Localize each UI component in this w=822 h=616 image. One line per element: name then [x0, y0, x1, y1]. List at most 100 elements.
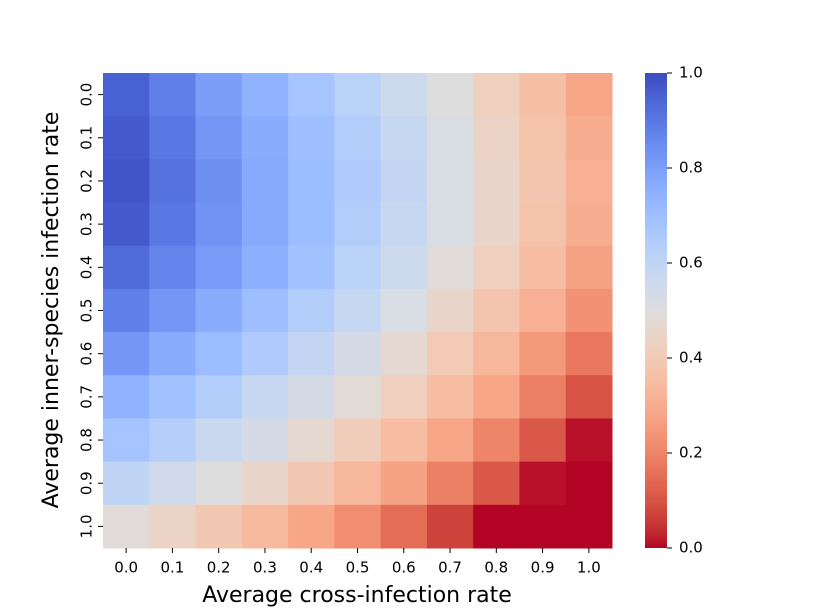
colorbar-tick-label: 0.6	[679, 254, 703, 272]
heat-cell	[565, 332, 613, 376]
y-tick-label: 0.3	[78, 212, 96, 236]
heat-cell	[195, 332, 243, 376]
heat-cell	[103, 159, 150, 204]
heat-cell	[426, 332, 474, 376]
heat-cell	[103, 375, 150, 419]
heat-cell	[426, 461, 474, 506]
heat-cell	[334, 159, 382, 204]
heat-cell	[288, 202, 335, 247]
heat-cell	[380, 116, 428, 160]
y-tick-label: 0.7	[78, 385, 96, 409]
heat-cell	[288, 73, 335, 117]
x-tick-label: 0.6	[392, 559, 416, 577]
x-tick-label: 1.0	[577, 559, 601, 577]
heat-cell	[519, 159, 567, 204]
colorbar-tick-label: 0.2	[679, 444, 703, 462]
heat-cell	[288, 159, 335, 204]
heat-cell	[565, 73, 613, 117]
heat-cell	[103, 504, 150, 549]
heat-cell	[288, 288, 335, 333]
x-tick-label: 0.5	[346, 559, 370, 577]
heat-cell	[334, 375, 382, 419]
heat-cell	[103, 418, 150, 463]
heat-cell	[565, 202, 613, 247]
heat-cell	[565, 245, 613, 290]
heat-cell	[195, 116, 243, 160]
colorbar-tick-label: 0.8	[679, 159, 703, 177]
heat-cell	[149, 202, 197, 247]
heat-cell	[334, 288, 382, 333]
heat-cell	[149, 73, 197, 117]
heat-cell	[149, 375, 197, 419]
heat-cell	[195, 159, 243, 204]
heat-cell	[103, 116, 150, 160]
heat-cell	[334, 461, 382, 506]
x-tick-label: 0.8	[484, 559, 508, 577]
heat-cell	[103, 202, 150, 247]
y-tick-label: 0.6	[78, 342, 96, 366]
heat-cell	[473, 504, 520, 549]
heat-cell	[426, 73, 474, 117]
heat-cell	[195, 288, 243, 333]
heat-cell	[380, 159, 428, 204]
heat-cell	[565, 116, 613, 160]
heat-cell	[103, 73, 150, 117]
heat-cell	[195, 375, 243, 419]
heat-cell	[149, 418, 197, 463]
heat-cell	[473, 116, 520, 160]
x-tick-label: 0.9	[531, 559, 555, 577]
heat-cell	[288, 504, 335, 549]
heat-cell	[519, 288, 567, 333]
y-tick-label: 1.0	[78, 514, 96, 538]
heat-cell	[473, 375, 520, 419]
heat-cell	[519, 202, 567, 247]
heat-cell	[334, 504, 382, 549]
heat-cell	[103, 288, 150, 333]
heat-cell	[519, 461, 567, 506]
heat-cell	[380, 418, 428, 463]
heat-cell	[519, 375, 567, 419]
heat-cell	[195, 418, 243, 463]
heat-cell	[149, 116, 197, 160]
heat-cell	[519, 504, 567, 549]
heat-cell	[380, 332, 428, 376]
heat-cell	[473, 332, 520, 376]
heat-cell	[473, 245, 520, 290]
heat-cell	[473, 288, 520, 333]
heat-cell	[473, 202, 520, 247]
heat-cell	[195, 245, 243, 290]
heat-cell	[241, 159, 289, 204]
heat-cell	[241, 73, 289, 117]
x-axis-title: Average cross-infection rate	[202, 583, 512, 608]
x-tick-label: 0.2	[207, 559, 231, 577]
heat-cell	[149, 245, 197, 290]
heat-cell	[334, 418, 382, 463]
heat-cell	[426, 418, 474, 463]
heat-cell	[473, 461, 520, 506]
colorbar-tick-label: 1.0	[679, 64, 703, 82]
y-axis-title: Average inner-species infection rate	[39, 112, 64, 509]
heat-cell	[288, 332, 335, 376]
x-tick-label: 0.1	[160, 559, 184, 577]
heat-cell	[565, 418, 613, 463]
heat-cell	[195, 202, 243, 247]
heat-cell	[149, 461, 197, 506]
heat-cell	[426, 504, 474, 549]
y-tick-label: 0.9	[78, 471, 96, 495]
heat-cell	[334, 116, 382, 160]
heat-cell	[380, 73, 428, 117]
heat-cell	[380, 245, 428, 290]
heat-cell	[195, 504, 243, 549]
heat-cell	[426, 202, 474, 247]
heat-cell	[519, 332, 567, 376]
heat-cell	[241, 332, 289, 376]
heat-cell	[519, 73, 567, 117]
y-tick-label: 0.1	[78, 126, 96, 150]
heat-cell	[380, 202, 428, 247]
y-tick-label: 0.8	[78, 428, 96, 452]
heat-cell	[334, 332, 382, 376]
heat-cell	[380, 375, 428, 419]
heat-cell	[334, 73, 382, 117]
heat-cell	[149, 332, 197, 376]
y-tick-label: 0.0	[78, 83, 96, 107]
